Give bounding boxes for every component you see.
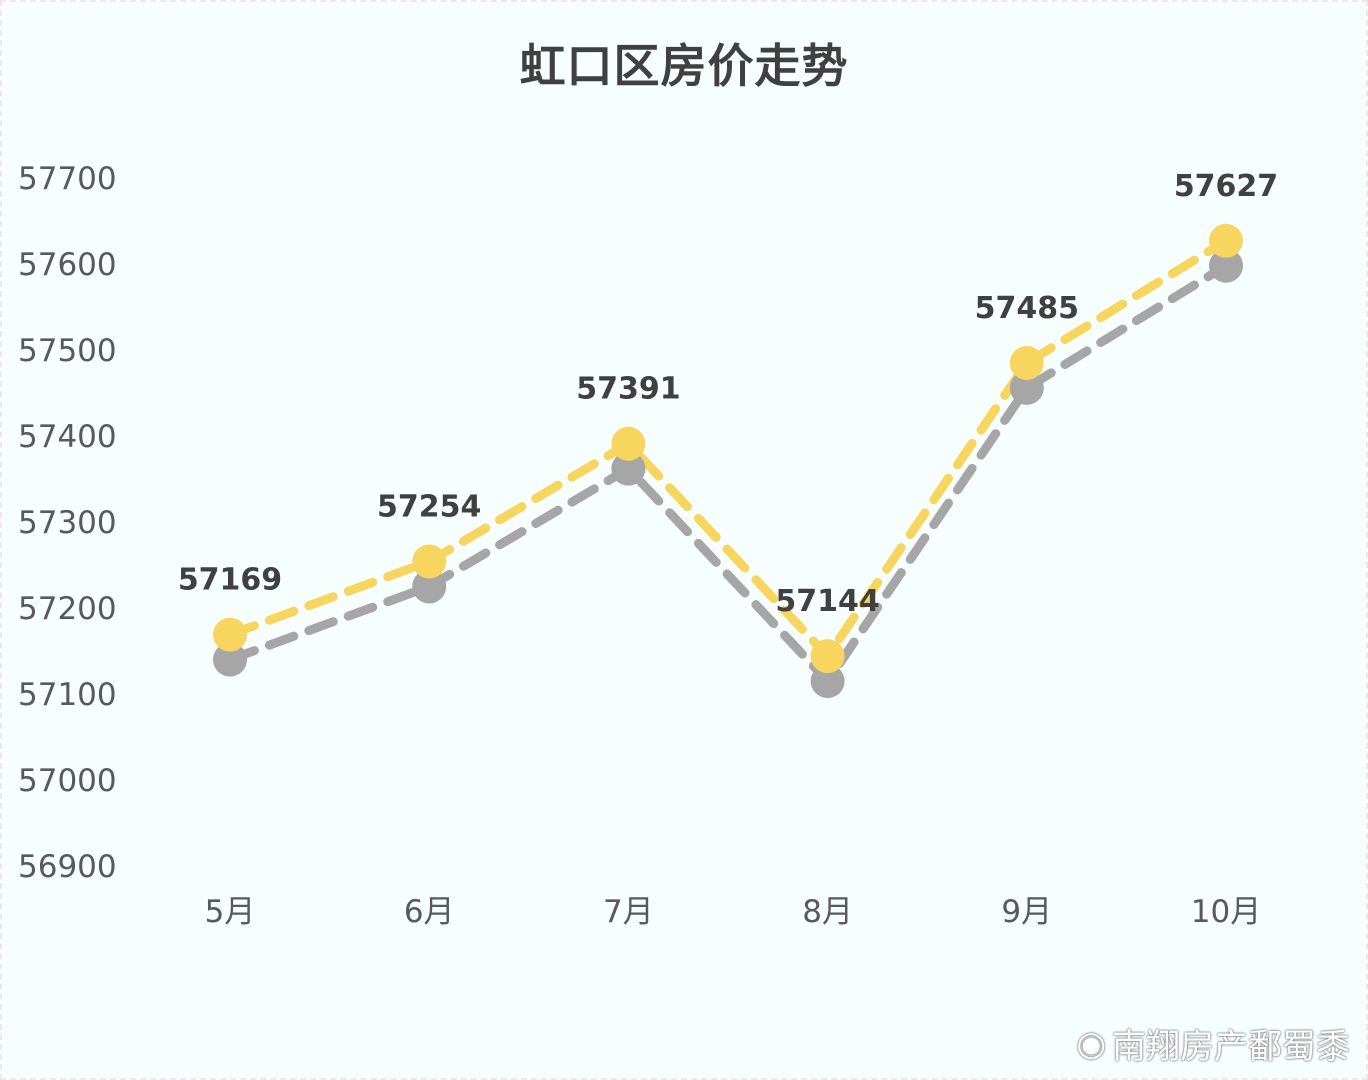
- series-line: [225, 236, 1231, 661]
- x-tick-label: 9月: [1001, 894, 1052, 930]
- y-tick-label: 56900: [18, 849, 117, 885]
- x-tick-label: 7月: [603, 894, 654, 930]
- y-tick-label: 57700: [18, 161, 117, 197]
- data-point: [1209, 248, 1243, 283]
- series-line: [225, 261, 1231, 686]
- x-axis: 5月 6月 7月 8月 9月 10月: [205, 894, 1262, 930]
- data-label: 57144: [775, 584, 879, 619]
- data-point: [213, 642, 247, 677]
- series-lines: [225, 236, 1231, 686]
- y-tick-label: 57100: [18, 677, 117, 713]
- y-tick-label: 57200: [18, 591, 117, 627]
- chart-title: 虹口区房价走势: [519, 39, 849, 93]
- data-label: 57627: [1174, 169, 1278, 204]
- weibo-icon: ◉: [1076, 1023, 1106, 1064]
- y-tick-label: 57300: [18, 505, 117, 541]
- series-points: [213, 223, 1243, 699]
- data-labels: 57169 57254 57391 57144 57485 57627: [178, 169, 1278, 619]
- x-tick-label: 5月: [205, 894, 256, 930]
- data-label: 57485: [975, 291, 1079, 326]
- y-tick-label: 57400: [18, 419, 117, 455]
- data-point: [611, 426, 646, 461]
- y-tick-label: 57600: [18, 247, 117, 283]
- data-point: [412, 544, 447, 579]
- data-point: [1209, 223, 1243, 258]
- data-label: 57254: [377, 490, 481, 525]
- x-tick-label: 6月: [404, 894, 455, 930]
- y-axis: 56900 57000 57100 57200 57300 57400 57500 57600…: [18, 161, 117, 885]
- data-point: [412, 569, 447, 604]
- data-point: [1009, 345, 1044, 380]
- x-tick-label: 10月: [1191, 894, 1261, 930]
- data-point: [611, 451, 646, 486]
- watermark: ◉ 南翔房产鄱蜀黍: [1076, 1019, 1350, 1068]
- data-point: [810, 664, 845, 699]
- y-tick-label: 57000: [18, 763, 117, 799]
- data-point: [213, 617, 247, 652]
- data-point: [810, 639, 845, 674]
- y-tick-label: 57500: [18, 333, 117, 369]
- watermark-text: 南翔房产鄱蜀黍: [1112, 1027, 1350, 1067]
- x-tick-label: 8月: [802, 894, 853, 930]
- data-label: 57391: [576, 372, 680, 407]
- data-point: [1009, 370, 1044, 405]
- data-label: 57169: [178, 563, 282, 598]
